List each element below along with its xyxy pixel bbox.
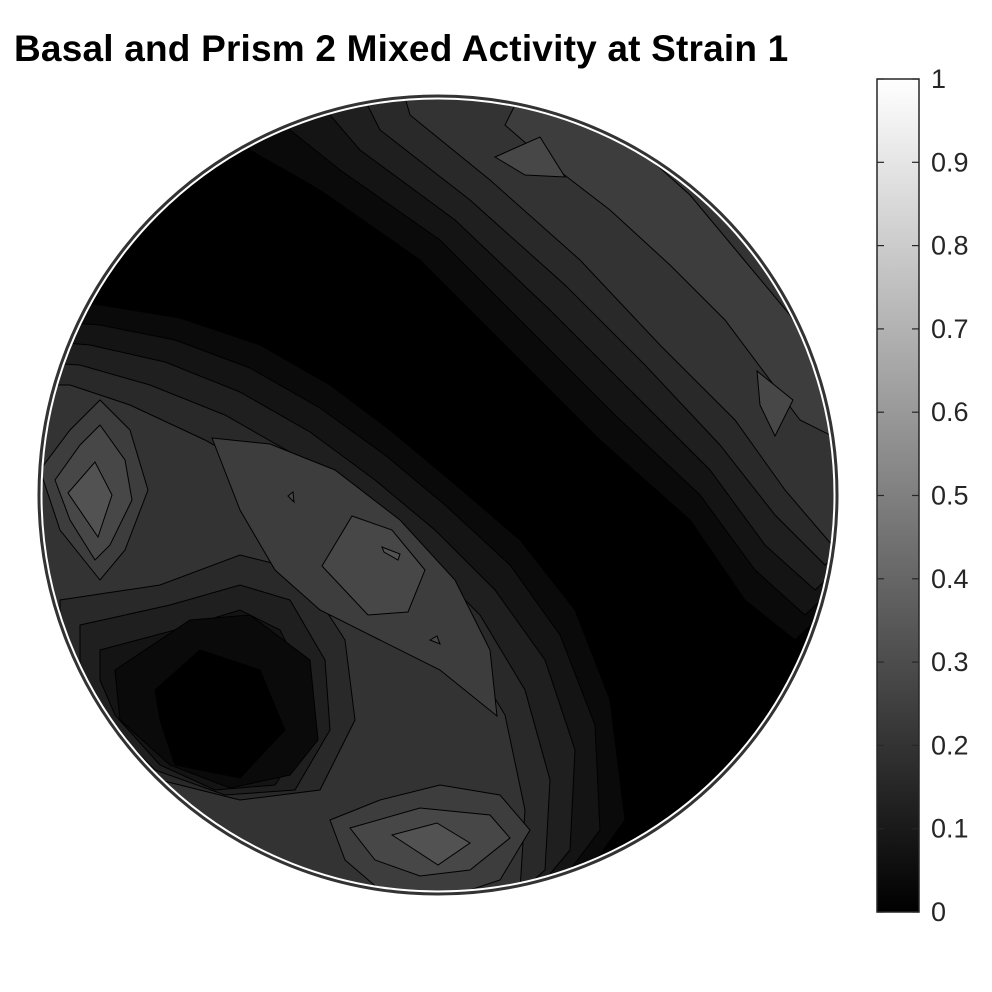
colorbar-tick-label: 1 [931,64,946,94]
contour-region-level-8 [381,546,401,561]
contour-map [41,98,835,892]
contour-region-level-8 [390,822,471,866]
colorbar-tick-label: 0.1 [931,814,969,844]
colorbar-tick-label: 0.5 [931,481,969,511]
colorbar-tick-label: 0.4 [931,564,969,594]
pole-figure-border [39,96,837,894]
colorbar-tick-label: 0.6 [931,397,969,427]
contour-region-level-6 [504,98,835,441]
chart-title: Basal and Prism 2 Mixed Activity at Stra… [14,28,789,69]
contour-region-level-8 [67,461,113,539]
contour-hole-level-0 [154,649,286,779]
contour-region-level-7 [287,491,295,504]
colorbar-tick-label: 0.8 [931,231,969,261]
colorbar-tick-label: 0.7 [931,314,969,344]
colorbar-tick-label: 0.3 [931,647,969,677]
pole-figure-outline [37,94,839,896]
colorbar-tick-label: 0 [931,897,946,927]
contour-region-level-7 [493,136,566,178]
colorbar: 0 0.1 0.2 0.3 0.4 0.5 0.6 0.7 0.8 0.9 1 [876,64,969,927]
colorbar-tick-label: 0.2 [931,730,969,760]
contour-region-level-7 [428,635,441,645]
contour-region-level-7 [321,515,426,616]
contour-region-level-7 [756,369,794,438]
colorbar-tick-label: 0.9 [931,147,969,177]
